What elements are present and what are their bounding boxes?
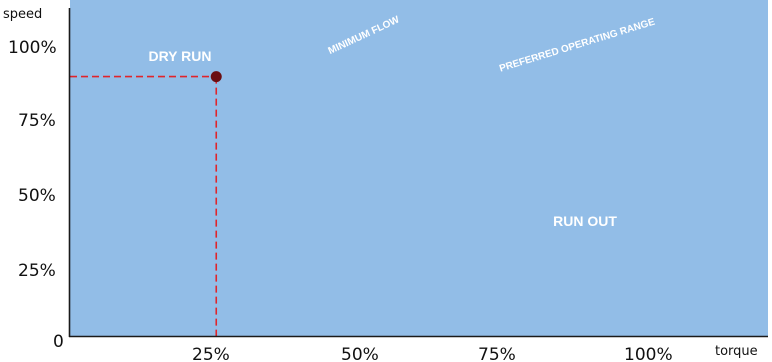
- y-axis-title: speed: [3, 7, 42, 22]
- operating-point-marker: [210, 71, 222, 83]
- y-tick-label: 75%: [18, 111, 56, 131]
- region-run-out: [70, 0, 768, 337]
- y-tick-label: 100%: [8, 38, 57, 58]
- y-tick-label: 50%: [18, 186, 56, 206]
- x-tick-label: 25%: [192, 345, 230, 362]
- x-tick-label: 50%: [341, 345, 379, 362]
- region-label-run-out: RUN OUT: [553, 213, 617, 229]
- y-tick-label: 0: [53, 332, 64, 352]
- plot-area: [70, 0, 768, 337]
- region-label-dry-run: DRY RUN: [148, 48, 211, 64]
- x-axis-title: torque: [715, 344, 758, 359]
- x-tick-label: 100%: [624, 345, 673, 362]
- x-tick-label: 75%: [478, 345, 516, 362]
- y-tick-label: 25%: [18, 261, 56, 281]
